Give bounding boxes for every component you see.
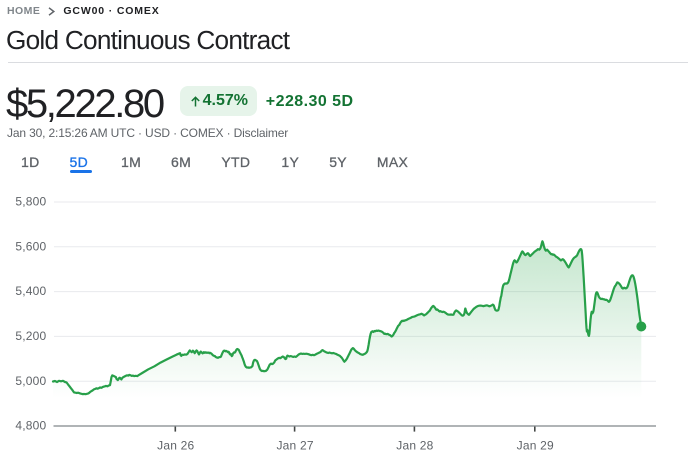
svg-text:Jan 27: Jan 27	[276, 439, 313, 453]
svg-text:Jan 26: Jan 26	[157, 439, 194, 453]
svg-text:5,800: 5,800	[15, 195, 46, 209]
svg-text:Jan 29: Jan 29	[517, 439, 554, 453]
svg-text:5,200: 5,200	[15, 329, 46, 343]
svg-text:5,600: 5,600	[15, 239, 46, 253]
svg-text:5,400: 5,400	[15, 284, 46, 298]
svg-text:Jan 28: Jan 28	[396, 439, 433, 453]
svg-text:5,000: 5,000	[15, 374, 46, 388]
svg-text:4,800: 4,800	[15, 419, 46, 433]
